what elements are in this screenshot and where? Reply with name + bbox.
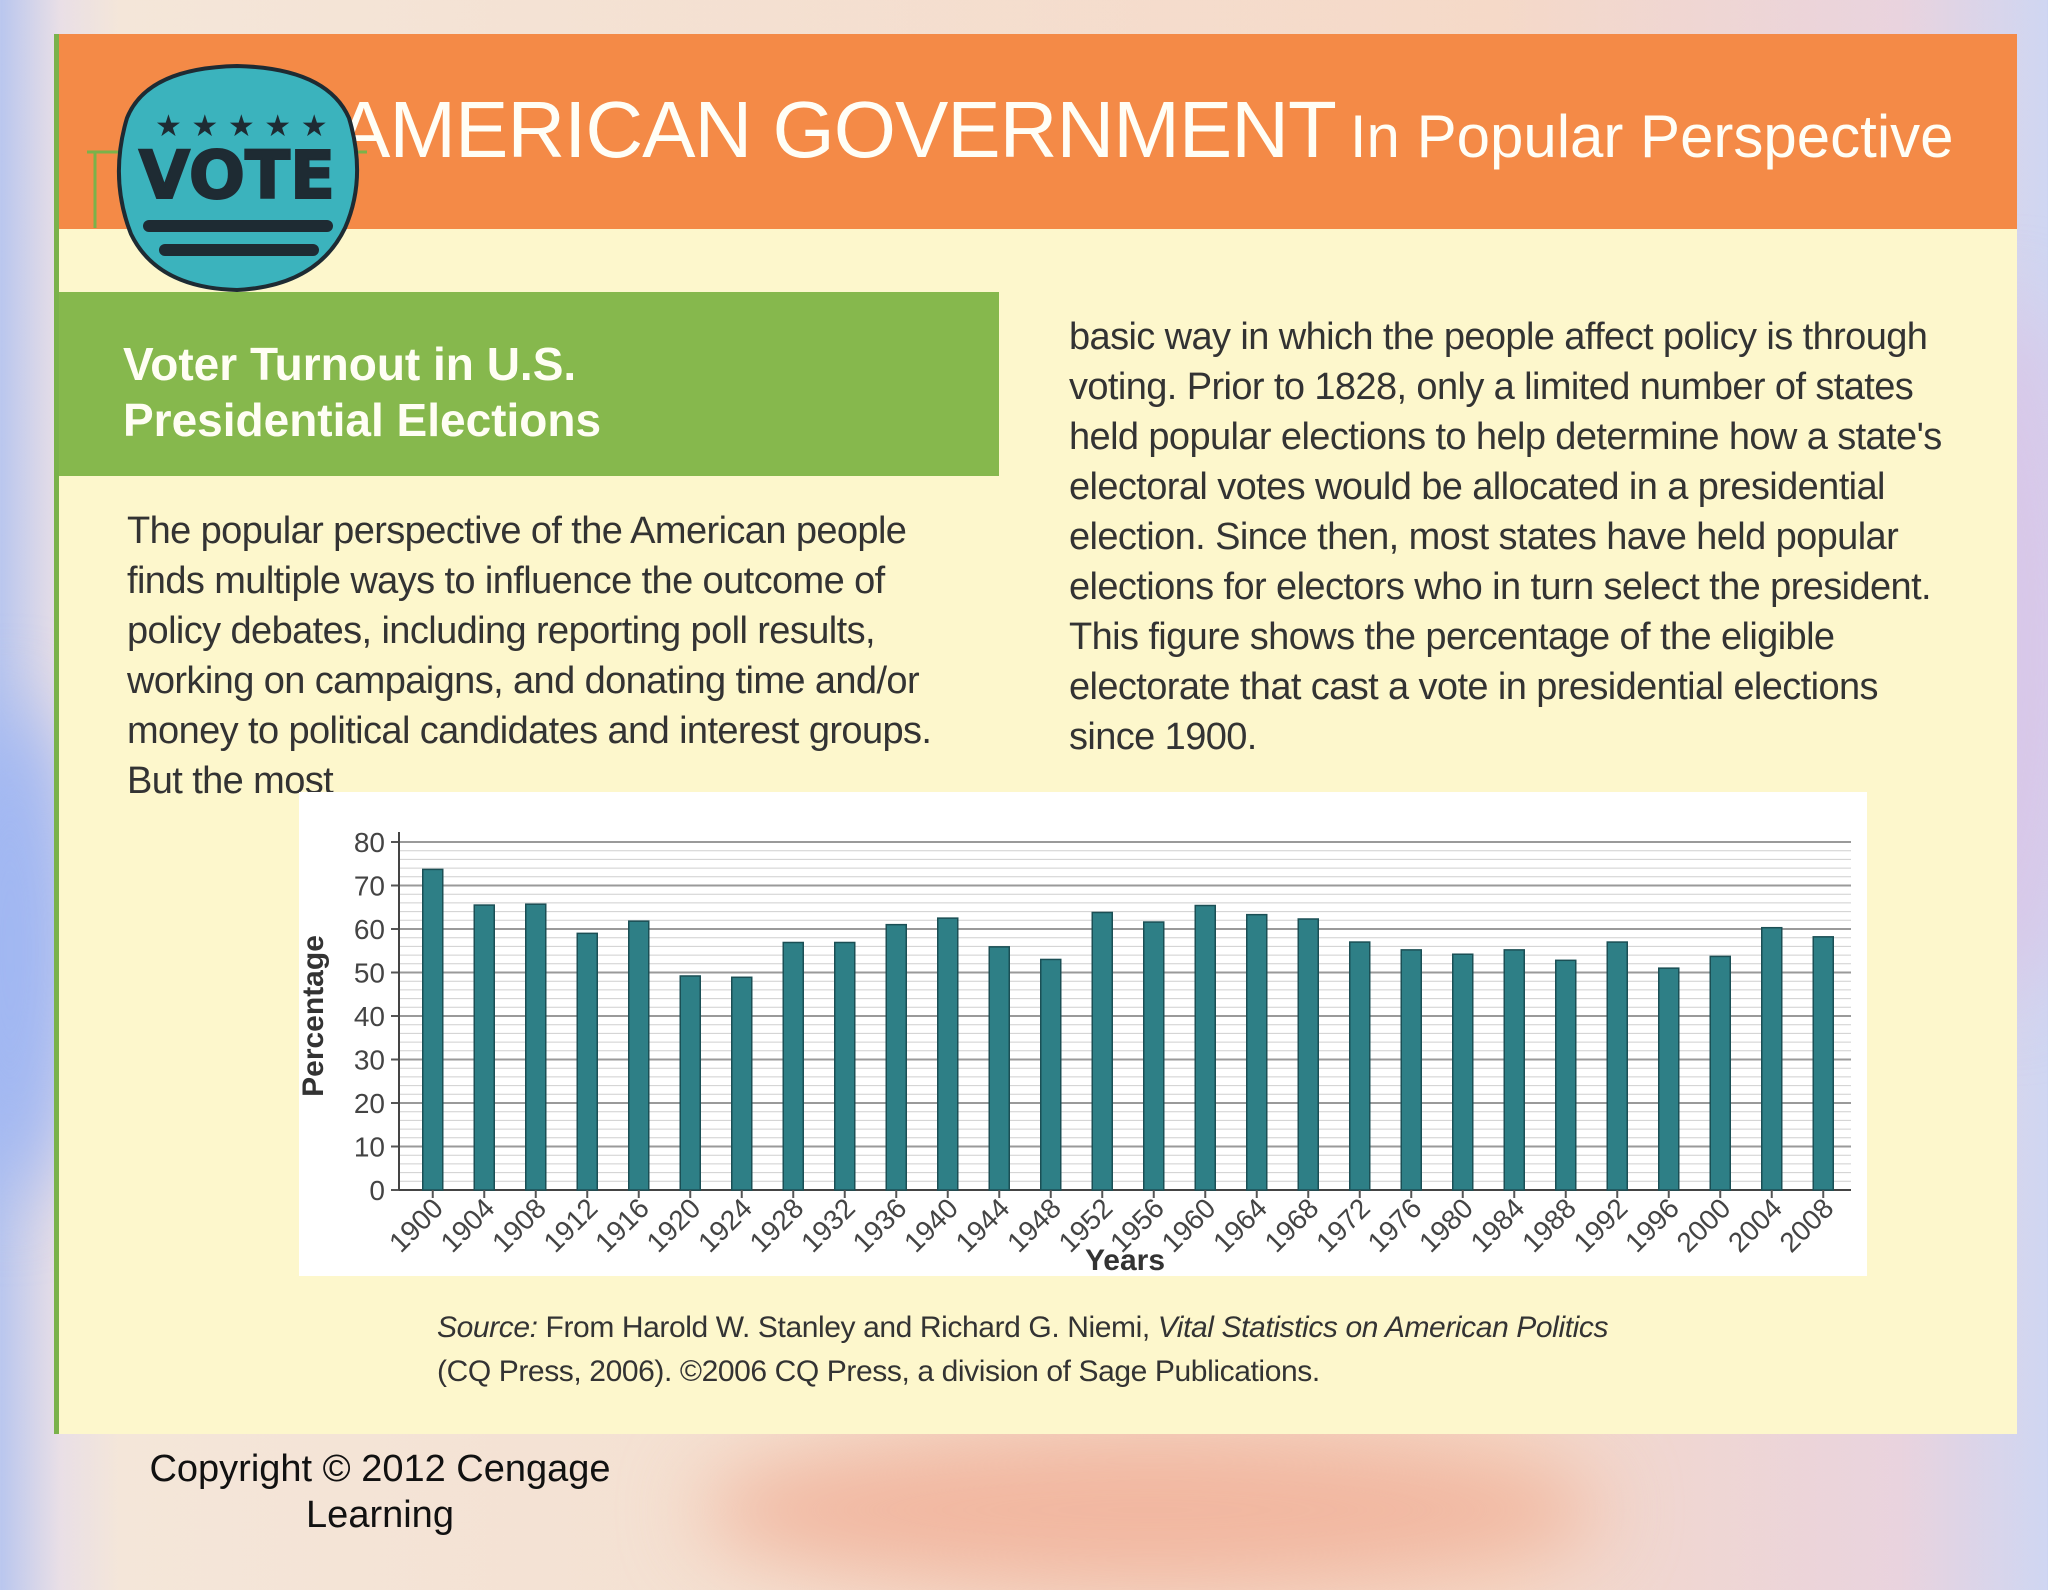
bar	[576, 932, 598, 1191]
source-text1: From Harold W. Stanley and Richard G. Ni…	[537, 1311, 1158, 1344]
header-banner: AMERICAN GOVERNMENT In Popular Perspectiv…	[59, 34, 2017, 229]
section-title-line1: Voter Turnout in U.S.	[123, 338, 577, 390]
y-tick-label: 70	[354, 871, 385, 902]
svg-text:★ ★ ★ ★ ★: ★ ★ ★ ★ ★	[155, 109, 328, 144]
bar	[782, 941, 804, 1191]
y-tick-label: 60	[354, 914, 385, 945]
y-tick-label: 80	[354, 827, 385, 858]
figure-panel: AMERICAN GOVERNMENT In Popular Perspectiv…	[54, 34, 2017, 1434]
x-tick-label: 1988	[1516, 1192, 1582, 1258]
x-tick-label: 1948	[1001, 1192, 1067, 1258]
section-title: Voter Turnout in U.S. Presidential Elect…	[123, 336, 923, 448]
bar	[834, 941, 856, 1191]
bar	[1606, 941, 1628, 1191]
bar	[525, 903, 547, 1191]
source-line2: (CQ Press, 2006). ©2006 CQ Press, a divi…	[437, 1355, 1320, 1388]
x-tick-label: 1968	[1259, 1192, 1325, 1258]
copyright-line1: Copyright © 2012 Cengage	[149, 1448, 611, 1490]
x-tick-label: 1984	[1465, 1192, 1531, 1258]
x-tick-label: 1928	[744, 1192, 810, 1258]
y-tick-label: 10	[354, 1132, 385, 1163]
x-tick-label: 1904	[435, 1192, 501, 1258]
x-tick-label: 2008	[1774, 1192, 1840, 1258]
header-title-main: AMERICAN GOVERNMENT	[337, 85, 1337, 174]
x-tick-label: 1996	[1619, 1192, 1685, 1258]
x-tick-label: 1932	[795, 1192, 861, 1258]
bar	[1812, 936, 1834, 1191]
x-tick-label: 1972	[1310, 1192, 1376, 1258]
x-axis-title: Years	[1085, 1244, 1165, 1276]
vote-badge-icon: ★ ★ ★ ★ ★ VOTE	[87, 63, 367, 293]
bar	[628, 920, 650, 1191]
y-tick-label: 0	[369, 1175, 385, 1206]
bar	[1400, 949, 1422, 1191]
x-tick-label: 2000	[1671, 1192, 1737, 1258]
bar	[1709, 955, 1731, 1191]
copyright-line2: Learning	[306, 1494, 454, 1536]
x-tick-label: 1940	[898, 1192, 964, 1258]
header-title-sub: In Popular Perspective	[1349, 103, 1954, 170]
x-tick-label: 1924	[692, 1192, 758, 1258]
x-tick-label: 1920	[641, 1192, 707, 1258]
y-tick-label: 30	[354, 1045, 385, 1076]
body-paragraph-left: The popular perspective of the American …	[127, 510, 932, 802]
bar	[1143, 921, 1165, 1191]
badge-shape	[116, 63, 360, 293]
copyright: Copyright © 2012 Cengage Learning	[0, 1446, 760, 1538]
section-title-box: Voter Turnout in U.S. Presidential Elect…	[59, 292, 999, 476]
source-label: Source:	[437, 1311, 538, 1344]
x-tick-label: 1912	[538, 1192, 604, 1258]
bar	[1040, 958, 1062, 1191]
bar	[937, 917, 959, 1191]
bar	[1246, 913, 1268, 1191]
badge-stripe	[159, 244, 319, 256]
x-tick-label: 1936	[847, 1192, 913, 1258]
bar	[1503, 949, 1525, 1191]
bar	[1297, 918, 1319, 1191]
turnout-bar-chart: 0102030405060708019001904190819121916192…	[297, 827, 1851, 1277]
background-blob	[700, 1430, 1600, 1590]
source-line1: Source: From Harold W. Stanley and Richa…	[437, 1306, 1837, 1350]
bar	[1555, 959, 1577, 1191]
x-tick-label: 1900	[383, 1192, 449, 1258]
y-tick-label: 50	[354, 958, 385, 989]
badge-stars: ★ ★ ★ ★ ★	[155, 109, 328, 144]
chart-panel: 0 10 20 30 40 50 60 70 80 1900 1904 1908 1912 1916 192…	[297, 792, 1867, 1277]
bar	[1349, 941, 1371, 1191]
bar	[1761, 926, 1783, 1191]
x-tick-label: 1992	[1568, 1192, 1634, 1258]
header-title: AMERICAN GOVERNMENT In Popular Perspectiv…	[337, 84, 1954, 176]
x-tick-label: 2004	[1722, 1192, 1788, 1258]
bar	[1452, 953, 1474, 1191]
y-axis-title: Percentage	[299, 935, 330, 1097]
bar	[1658, 967, 1680, 1191]
bar	[988, 946, 1010, 1191]
x-tick-label: 1916	[589, 1192, 655, 1258]
badge-stripe	[143, 220, 333, 232]
bar	[885, 923, 907, 1191]
x-tick-label: 1908	[486, 1192, 552, 1258]
y-tick-label: 20	[354, 1088, 385, 1119]
section-title-line2: Presidential Elections	[123, 394, 602, 446]
badge-text: VOTE	[139, 137, 335, 214]
x-tick-label: 1976	[1362, 1192, 1428, 1258]
source-title: Vital Statistics on American Politics	[1157, 1311, 1609, 1344]
bar	[473, 904, 495, 1191]
source-note: Source: From Harold W. Stanley and Richa…	[437, 1306, 1837, 1394]
body-paragraph-right: basic way in which the people affect pol…	[1069, 316, 1942, 758]
bar	[1091, 911, 1113, 1191]
x-tick-label: 1960	[1156, 1192, 1222, 1258]
y-tick-label: 40	[354, 1001, 385, 1032]
bar	[422, 868, 444, 1191]
x-tick-label: 1964	[1207, 1192, 1273, 1258]
x-tick-label: 1980	[1413, 1192, 1479, 1258]
bar	[731, 976, 753, 1191]
bar	[1194, 904, 1216, 1191]
bar	[679, 975, 701, 1191]
x-tick-label: 1944	[950, 1192, 1016, 1258]
